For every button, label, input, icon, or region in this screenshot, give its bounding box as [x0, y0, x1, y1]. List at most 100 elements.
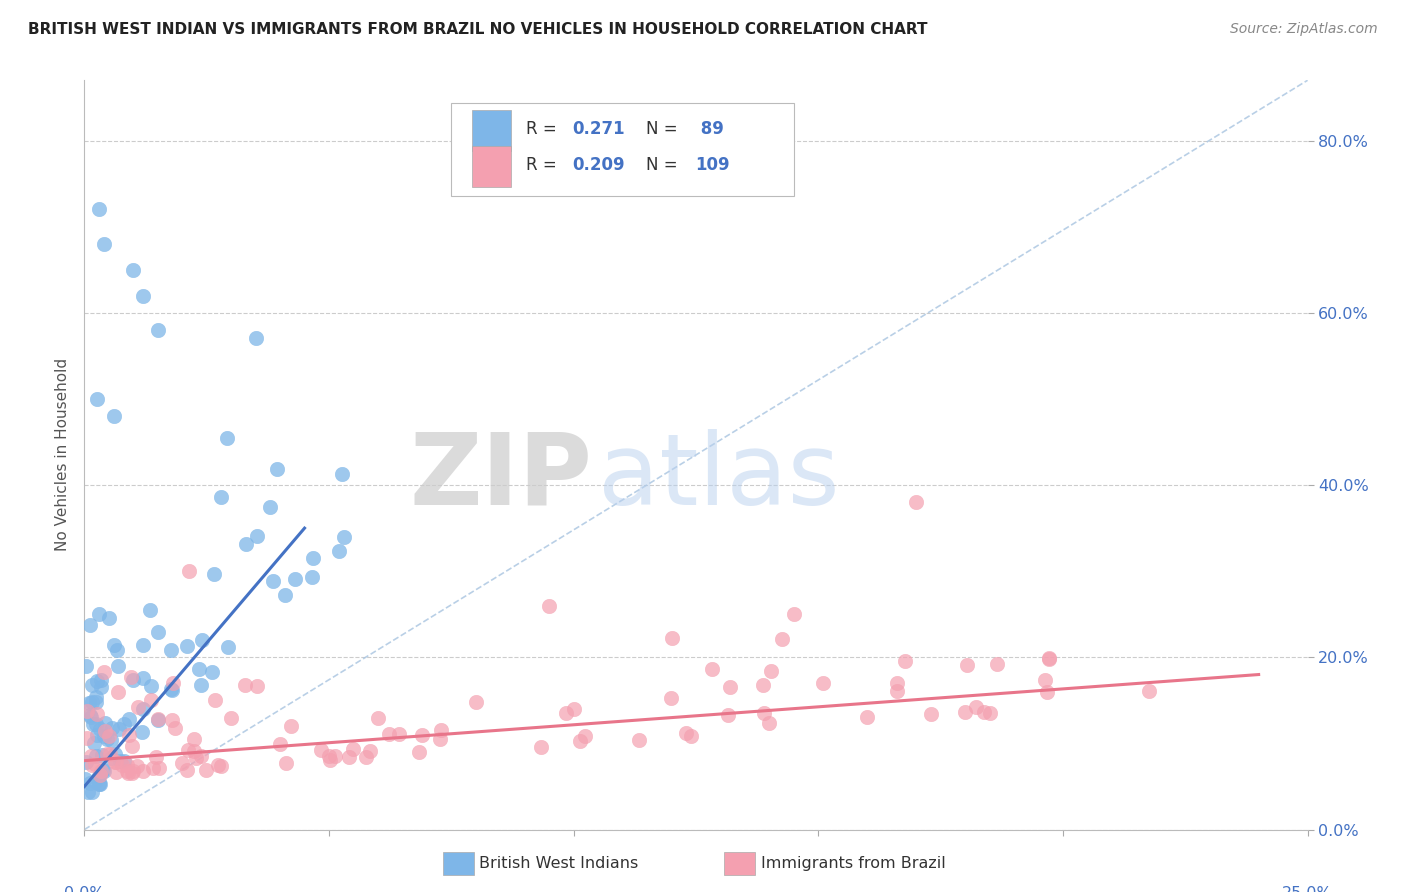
Point	[107, 685, 129, 699]
Point	[108, 754, 131, 768]
Point	[177, 564, 200, 578]
Point	[139, 692, 162, 706]
Text: ZIP: ZIP	[409, 429, 592, 526]
Point	[209, 759, 232, 773]
Point	[953, 706, 976, 720]
Point	[87, 202, 110, 217]
Text: BRITISH WEST INDIAN VS IMMIGRANTS FROM BRAZIL NO VEHICLES IN HOUSEHOLD CORRELATI: BRITISH WEST INDIAN VS IMMIGRANTS FROM B…	[28, 22, 928, 37]
Point	[159, 681, 181, 696]
Text: N =: N =	[645, 120, 683, 137]
Point	[132, 671, 155, 685]
Point	[700, 662, 723, 676]
Point	[628, 732, 651, 747]
Text: 109: 109	[695, 156, 730, 174]
Point	[770, 632, 793, 647]
Point	[146, 713, 169, 727]
Point	[162, 682, 184, 697]
Point	[342, 742, 364, 756]
Point	[141, 680, 163, 694]
Point	[920, 707, 942, 722]
Point	[91, 748, 114, 763]
Point	[811, 676, 834, 690]
Point	[388, 727, 411, 741]
Point	[538, 599, 561, 613]
Point	[190, 677, 212, 691]
Point	[681, 730, 703, 744]
Point	[309, 743, 332, 757]
Point	[675, 725, 697, 739]
Point	[318, 749, 340, 764]
Point	[115, 764, 138, 778]
Point	[235, 536, 257, 550]
Point	[97, 611, 120, 625]
Point	[121, 766, 143, 780]
Point	[146, 712, 169, 726]
Point	[84, 773, 107, 788]
Point	[104, 747, 127, 761]
Point	[408, 746, 430, 760]
Point	[90, 680, 112, 694]
Point	[202, 567, 225, 582]
Point	[75, 659, 97, 673]
Point	[319, 753, 342, 767]
Text: 89: 89	[695, 120, 724, 137]
Point	[301, 570, 323, 584]
Point	[80, 710, 103, 724]
Point	[323, 748, 346, 763]
Point	[162, 713, 184, 727]
Point	[131, 725, 153, 739]
Point	[100, 751, 122, 765]
Point	[132, 638, 155, 652]
Point	[429, 723, 451, 738]
Point	[979, 706, 1001, 720]
Point	[176, 639, 198, 653]
Point	[84, 695, 107, 709]
Point	[96, 747, 118, 761]
Point	[574, 729, 596, 743]
Point	[127, 759, 149, 773]
Point	[79, 749, 101, 764]
Point	[274, 756, 297, 770]
Text: Immigrants from Brazil: Immigrants from Brazil	[761, 856, 945, 871]
Point	[177, 743, 200, 757]
Point	[266, 461, 288, 475]
Text: 0.0%: 0.0%	[65, 886, 104, 892]
Point	[104, 755, 127, 769]
Point	[87, 775, 110, 789]
Point	[89, 769, 111, 783]
Point	[105, 756, 128, 770]
Point	[112, 754, 135, 768]
Point	[139, 603, 162, 617]
Point	[79, 618, 101, 632]
Point	[93, 764, 115, 778]
Point	[76, 731, 98, 745]
Point	[429, 732, 451, 747]
Point	[302, 550, 325, 565]
Point	[127, 700, 149, 714]
Point	[530, 740, 553, 755]
Point	[94, 715, 117, 730]
Point	[219, 711, 242, 725]
Point	[464, 695, 486, 709]
Point	[86, 706, 108, 721]
Point	[259, 500, 281, 515]
Point	[554, 706, 576, 720]
Point	[1036, 685, 1059, 699]
Point	[80, 758, 103, 772]
Point	[93, 729, 115, 743]
Point	[122, 262, 145, 277]
Point	[83, 737, 105, 751]
Point	[661, 631, 683, 645]
Point	[204, 693, 226, 707]
Point	[886, 676, 908, 690]
Point	[91, 763, 114, 777]
Point	[84, 716, 107, 731]
Point	[120, 670, 142, 684]
Point	[82, 716, 104, 731]
Point	[1038, 651, 1060, 665]
Point	[76, 705, 98, 719]
Text: British West Indians: British West Indians	[479, 856, 638, 871]
Text: 25.0%: 25.0%	[1282, 886, 1333, 892]
Point	[84, 690, 107, 705]
Point	[84, 748, 107, 763]
